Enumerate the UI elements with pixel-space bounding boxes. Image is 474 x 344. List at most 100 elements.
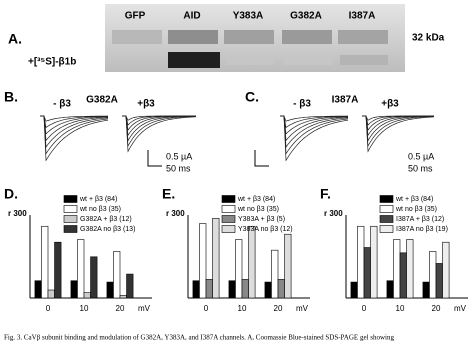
legend-label: G382A no β3 (13) <box>80 226 135 233</box>
x-axis-label: mV <box>138 304 151 313</box>
current-trace <box>122 115 197 153</box>
x-axis-label: mV <box>296 304 309 313</box>
legend-swatch <box>221 195 236 203</box>
current-trace <box>362 115 434 148</box>
legend-swatch <box>379 205 394 213</box>
condition-label: - β3 <box>293 99 311 110</box>
lane-label: AID <box>183 11 200 22</box>
bar <box>393 239 401 299</box>
bar <box>113 251 121 299</box>
size-label: 32 kDa <box>412 33 445 44</box>
legend-swatch <box>379 215 394 223</box>
band <box>340 55 388 65</box>
lane-label: G382A <box>290 11 322 22</box>
current-trace <box>40 115 108 135</box>
scale-bar <box>254 150 269 167</box>
mutant-label: I387A <box>332 95 359 106</box>
bar <box>41 225 49 299</box>
legend-label: wt + β3 (84) <box>237 196 275 203</box>
bar <box>192 280 200 299</box>
bar <box>386 280 394 299</box>
bar <box>47 289 55 299</box>
bar <box>241 279 249 299</box>
band <box>168 52 220 68</box>
panel-label: B. <box>4 89 18 105</box>
current-trace <box>40 115 109 148</box>
x-tick-label: 10 <box>80 304 89 313</box>
bar <box>442 241 450 299</box>
legend-label: G382A + β3 (12) <box>80 216 132 223</box>
panel-label: D. <box>4 186 18 202</box>
condition-label: +β3 <box>137 99 155 110</box>
bar <box>350 281 358 299</box>
mutant-label: G382A <box>86 95 118 106</box>
x-tick-label: 20 <box>274 304 283 313</box>
band <box>168 30 218 44</box>
current-trace <box>40 115 109 129</box>
current-trace <box>280 115 348 135</box>
current-trace <box>40 115 109 155</box>
legend-swatch <box>221 205 236 213</box>
bar <box>106 281 114 299</box>
scale-bar <box>147 150 162 167</box>
current-trace <box>280 115 349 162</box>
lane-label: GFP <box>125 11 146 22</box>
bar <box>34 280 42 299</box>
panel-label: C. <box>245 89 259 105</box>
x-tick-label: 0 <box>204 304 209 313</box>
current-trace <box>280 115 349 148</box>
y-axis-label: r 300 <box>8 209 27 218</box>
bar <box>199 223 207 299</box>
x-tick-label: 20 <box>116 304 125 313</box>
bar <box>83 292 91 299</box>
legend-label: Y383A no β3 (12) <box>238 226 293 233</box>
bar <box>77 239 85 299</box>
caption: Fig. 3. CaVβ subunit binding and modulat… <box>4 334 394 342</box>
legend-swatch <box>63 225 78 233</box>
bar <box>363 247 371 299</box>
current-trace <box>280 115 349 129</box>
bar <box>119 295 127 299</box>
legend-label: wt + β3 (84) <box>395 196 433 203</box>
x-tick-label: 0 <box>362 304 367 313</box>
legend-swatch <box>221 215 236 223</box>
bar <box>212 217 220 299</box>
legend-swatch <box>379 195 394 203</box>
x-axis-label: mV <box>454 304 467 313</box>
bar <box>429 251 437 299</box>
lane-label: Y383A <box>233 11 264 22</box>
bar <box>264 281 272 299</box>
current-trace <box>40 115 109 162</box>
condition-label: - β3 <box>53 99 71 110</box>
bar <box>370 225 378 299</box>
band <box>284 55 332 65</box>
current-trace <box>122 115 197 148</box>
legend-swatch <box>221 225 236 233</box>
x-tick-label: 10 <box>396 304 405 313</box>
bar <box>235 239 243 299</box>
bar <box>357 225 365 299</box>
band <box>282 30 332 44</box>
bar <box>406 239 414 299</box>
current-trace <box>280 115 348 122</box>
panel-label: A. <box>8 31 22 47</box>
current-trace <box>280 115 349 155</box>
band <box>338 30 388 44</box>
lane-label: I387A <box>349 11 376 22</box>
y-axis-label: r 300 <box>324 209 343 218</box>
band <box>112 30 162 44</box>
bar <box>126 273 134 299</box>
bar <box>284 233 292 299</box>
legend-swatch <box>63 205 78 213</box>
bar <box>435 263 443 299</box>
bar <box>90 256 98 299</box>
bar <box>70 280 78 299</box>
condition-label: +β3 <box>381 99 399 110</box>
current-trace <box>280 115 349 142</box>
legend-swatch <box>63 195 78 203</box>
x-tick-label: 10 <box>238 304 247 313</box>
bar <box>399 252 407 299</box>
bar <box>228 280 236 299</box>
